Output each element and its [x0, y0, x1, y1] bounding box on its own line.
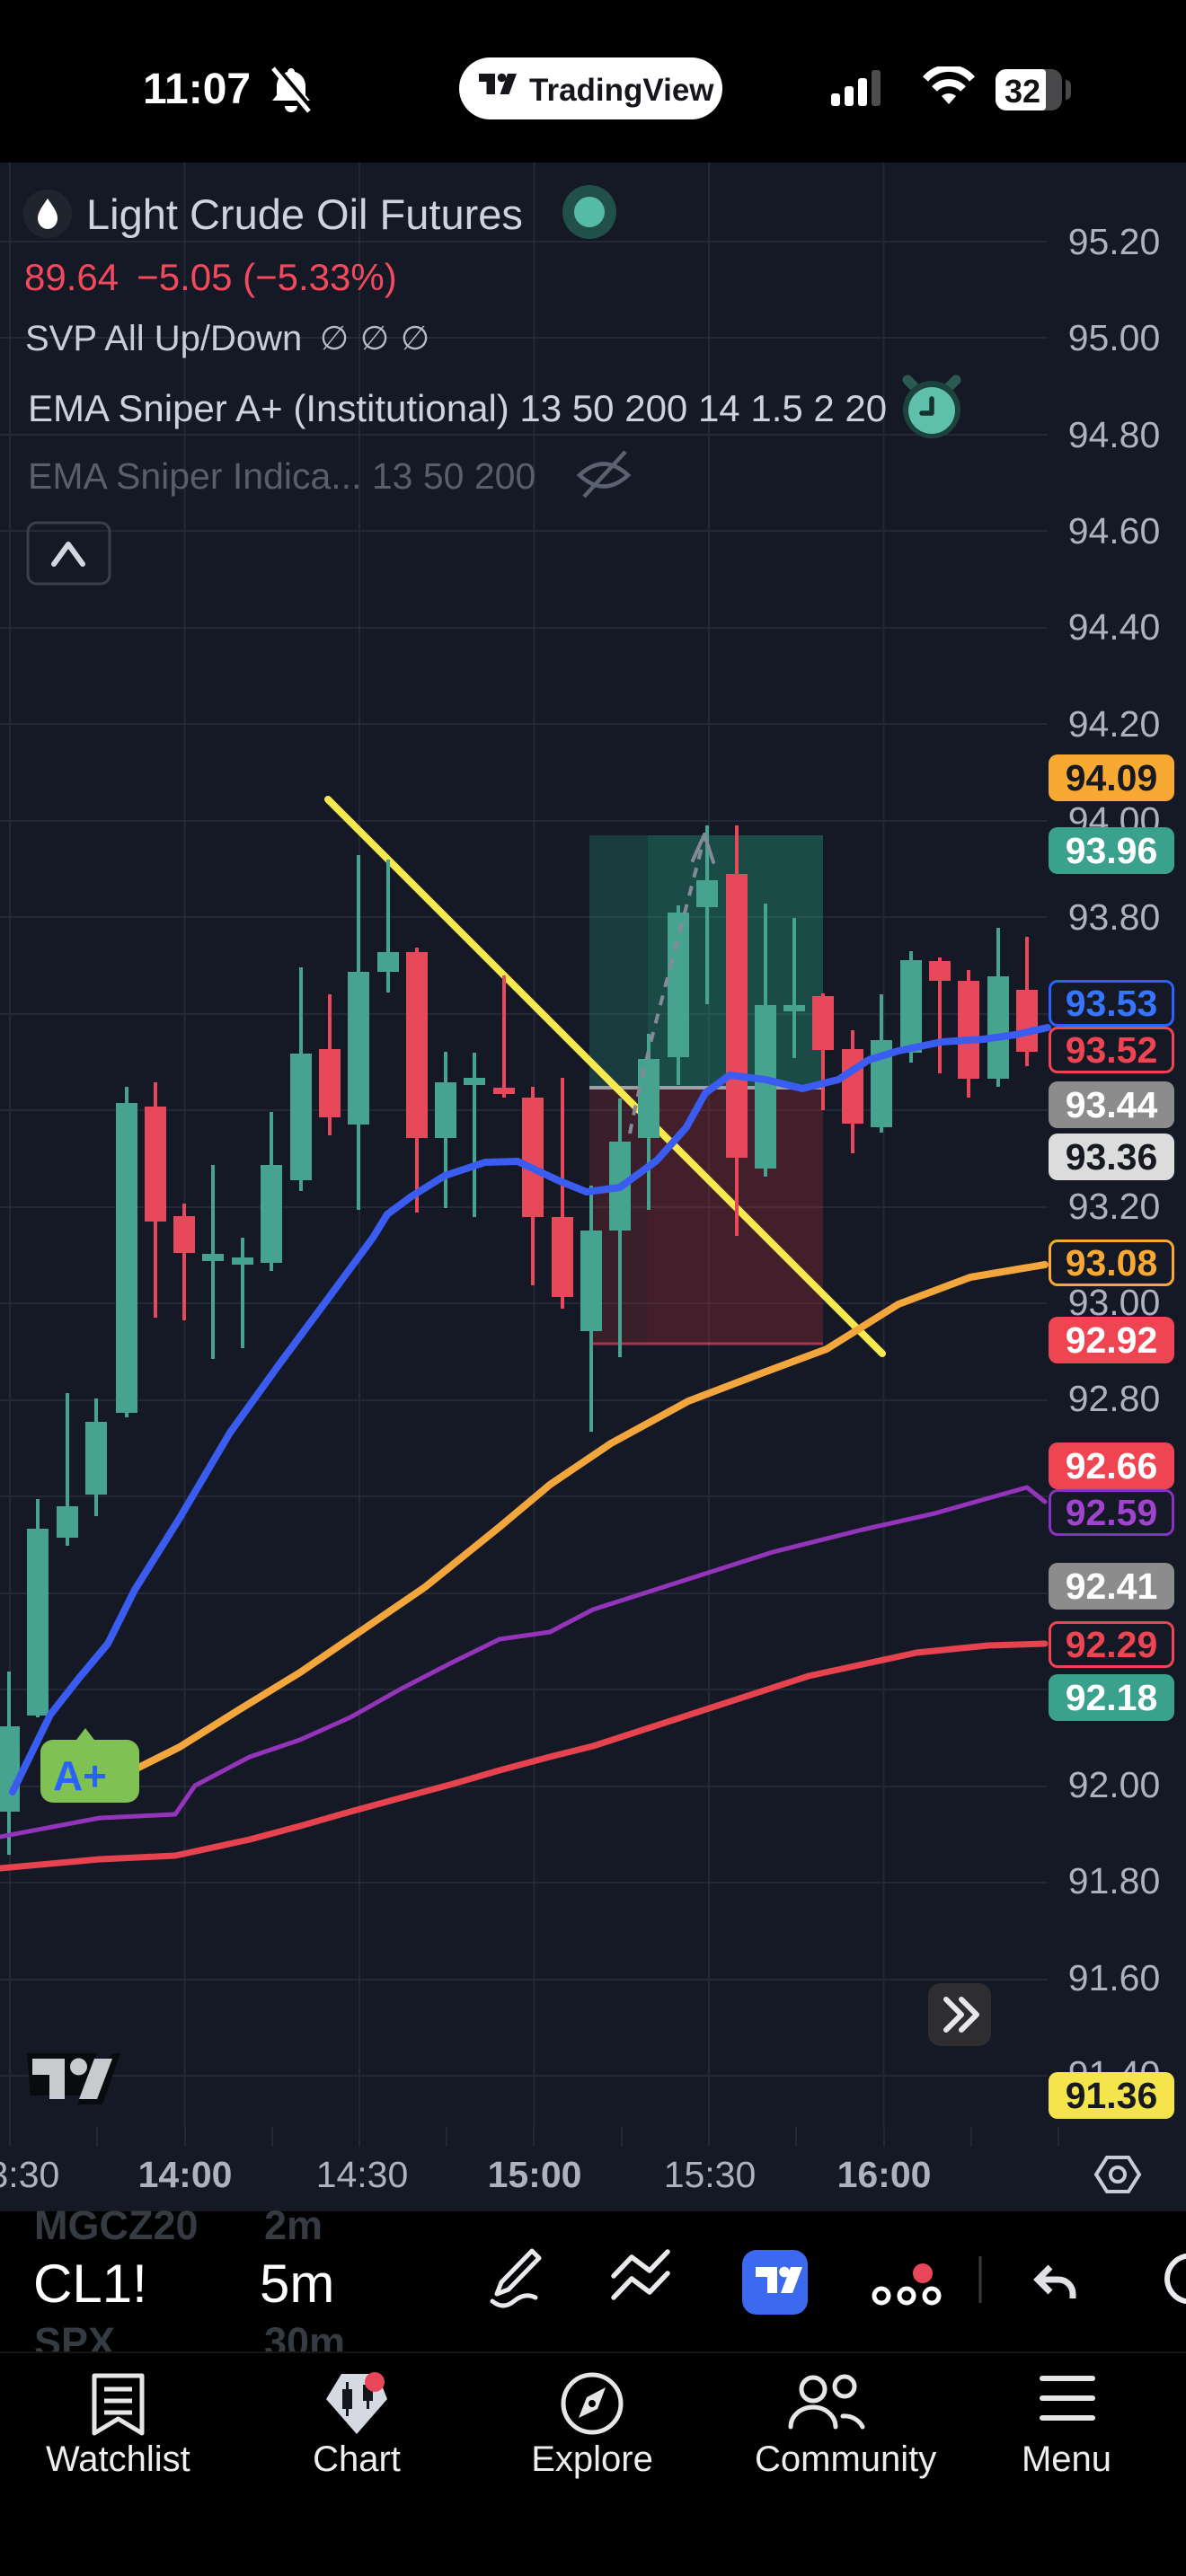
svg-text:14:30: 14:30 [316, 2154, 409, 2195]
svg-text:92.00: 92.00 [1068, 1764, 1161, 1805]
svg-text:94.40: 94.40 [1068, 606, 1161, 648]
svg-text:94.20: 94.20 [1068, 703, 1161, 745]
svg-text:93.00: 93.00 [1068, 1282, 1161, 1323]
svg-text:15:30: 15:30 [664, 2154, 757, 2195]
svg-text:16:00: 16:00 [837, 2154, 932, 2195]
svg-text:∅: ∅ [320, 320, 349, 357]
svg-text:91.60: 91.60 [1068, 1957, 1161, 1998]
svg-text:14:00: 14:00 [138, 2154, 233, 2195]
svg-text:91.80: 91.80 [1068, 1860, 1161, 1901]
svg-text:94.60: 94.60 [1068, 510, 1161, 551]
svg-text:94.80: 94.80 [1068, 414, 1161, 455]
svg-text:13:30: 13:30 [0, 2154, 59, 2195]
svg-text:∅: ∅ [360, 320, 389, 357]
svg-text:15:00: 15:00 [488, 2154, 582, 2195]
svg-text:∅: ∅ [401, 320, 429, 357]
svg-text:95.20: 95.20 [1068, 221, 1161, 262]
svg-text:93.80: 93.80 [1068, 896, 1161, 938]
svg-text:93.20: 93.20 [1068, 1186, 1161, 1227]
svg-text:92.80: 92.80 [1068, 1378, 1161, 1419]
svg-text:95.00: 95.00 [1068, 317, 1161, 358]
svg-text:A+: A+ [53, 1752, 107, 1799]
